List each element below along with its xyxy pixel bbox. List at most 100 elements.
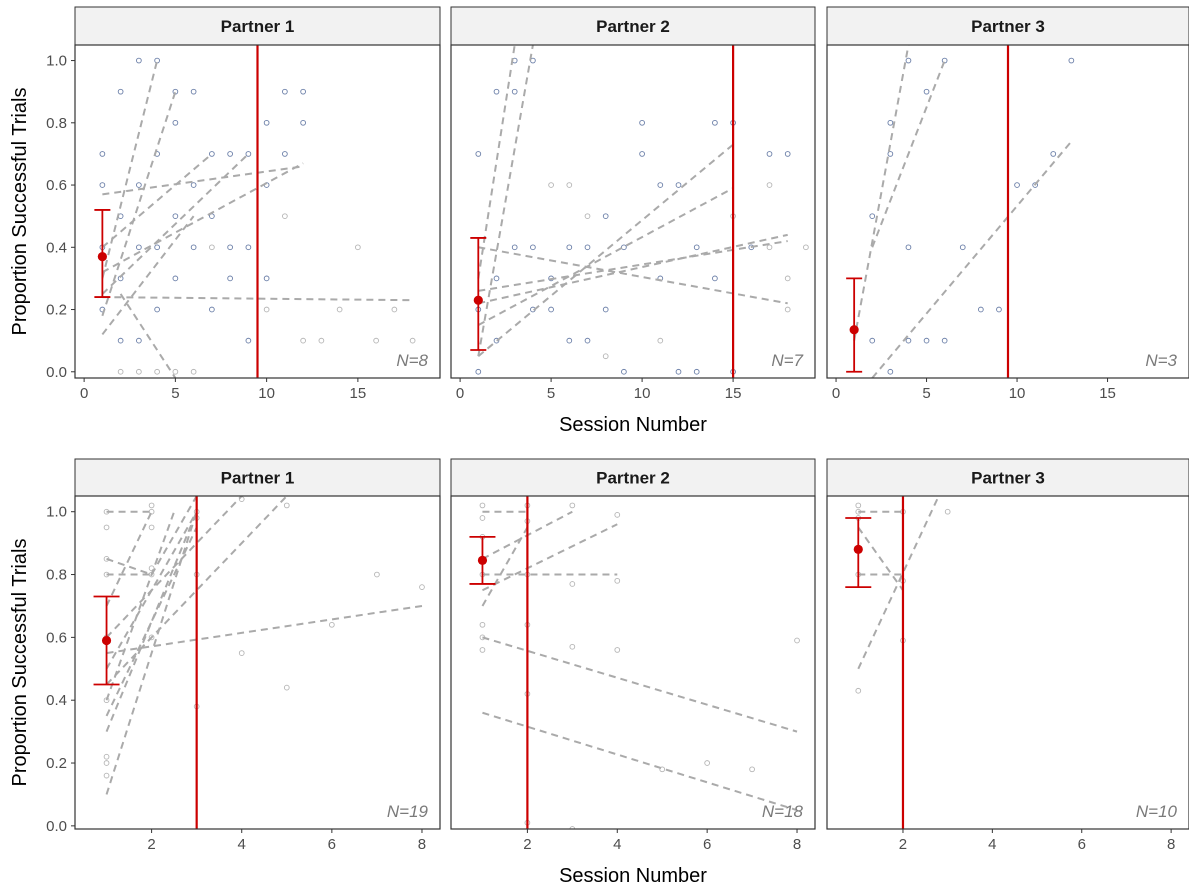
data-point xyxy=(103,524,110,531)
sample-size-label: N=7 xyxy=(771,351,803,370)
data-point xyxy=(784,275,791,282)
data-point xyxy=(117,88,124,95)
data-point xyxy=(803,244,809,251)
data-point xyxy=(530,244,536,251)
data-point xyxy=(282,151,288,157)
data-point xyxy=(148,634,155,641)
data-point xyxy=(172,368,179,375)
data-point xyxy=(336,306,343,313)
data-point xyxy=(374,571,380,578)
plot-layer xyxy=(94,45,416,378)
data-point xyxy=(675,368,682,375)
data-point xyxy=(566,244,573,251)
x-tick-label: 10 xyxy=(634,385,651,402)
trend-line xyxy=(102,165,304,196)
data-point xyxy=(1014,182,1020,188)
panel-1-3: Partner 3 N=3 0 5 10 15 xyxy=(826,6,1189,402)
x-tick-label: 4 xyxy=(988,836,996,853)
x-tick-label: 6 xyxy=(703,836,711,853)
mean-point xyxy=(101,635,112,646)
data-point xyxy=(639,119,645,126)
mean-point xyxy=(473,295,483,305)
x-tick-label: 0 xyxy=(456,385,464,402)
trend-line xyxy=(871,140,1073,378)
data-point xyxy=(1068,57,1075,64)
data-point xyxy=(712,119,718,126)
data-point xyxy=(693,368,700,375)
plot-layer xyxy=(846,45,1075,378)
panel-2-2: Partner 2 N=18 2 4 6 8 xyxy=(450,458,816,853)
data-point xyxy=(263,306,270,313)
trend-line xyxy=(105,526,198,717)
data-point xyxy=(887,119,894,126)
data-point xyxy=(136,337,142,344)
data-point xyxy=(584,337,591,344)
data-point xyxy=(977,306,984,313)
data-point xyxy=(190,368,197,375)
sample-size-label: N=19 xyxy=(387,802,429,821)
data-point xyxy=(300,88,306,95)
mean-point xyxy=(477,555,488,566)
data-point xyxy=(373,337,379,344)
data-point xyxy=(602,306,609,313)
x-tick-label: 2 xyxy=(899,836,907,853)
data-point xyxy=(479,502,486,509)
y-tick-label: 0.6 xyxy=(46,629,67,646)
data-point xyxy=(263,275,270,282)
plot-background xyxy=(827,496,1189,829)
sample-size-label: N=18 xyxy=(762,802,804,821)
data-point xyxy=(887,368,894,375)
data-point xyxy=(614,577,621,584)
data-point xyxy=(329,621,335,628)
data-point xyxy=(855,502,862,509)
data-point xyxy=(136,182,142,188)
data-point xyxy=(154,368,160,375)
y-tick-label: 0.2 xyxy=(46,755,67,772)
data-point xyxy=(905,57,912,64)
mean-point xyxy=(97,252,107,262)
trend-line xyxy=(477,45,516,279)
sample-size-label: N=8 xyxy=(396,351,428,370)
data-point xyxy=(245,337,252,344)
data-point xyxy=(784,306,791,313)
data-point xyxy=(103,772,110,779)
data-point xyxy=(766,151,773,157)
chart-row-2: Partner 1N=192 4 6 80.00.20.40.60.81.0Partn… xyxy=(9,458,1189,885)
data-point xyxy=(996,306,1002,313)
data-point xyxy=(419,584,425,590)
x-tick-label: 5 xyxy=(547,385,555,402)
panel-2-1: Partner 1 N=19 2 4 6 8 0.0 0.2 0.4 0.6 0.8 1.0 xyxy=(46,458,441,853)
data-point xyxy=(569,643,576,650)
facet-title: Partner 3 xyxy=(971,17,1045,36)
data-point xyxy=(148,502,155,509)
x-tick-label: 15 xyxy=(350,385,367,402)
data-point xyxy=(569,581,576,587)
facet-strip xyxy=(826,458,1189,497)
x-tick-label: 4 xyxy=(613,836,621,853)
data-point xyxy=(566,182,573,188)
y-tick-label: 0.6 xyxy=(46,177,67,194)
data-point xyxy=(154,244,160,251)
data-point xyxy=(959,244,966,251)
data-point xyxy=(282,88,288,95)
data-point xyxy=(944,508,951,515)
data-point xyxy=(855,687,862,694)
data-point xyxy=(639,151,645,157)
data-point xyxy=(190,182,197,188)
x-tick-label: 10 xyxy=(1009,385,1026,402)
y-tick-label: 1.0 xyxy=(46,504,67,521)
plot-layer xyxy=(470,45,809,378)
panel-1-2: Partner 2 N=7 0 5 10 15 xyxy=(450,6,816,402)
y-tick-label: 0.4 xyxy=(46,239,67,256)
data-point xyxy=(172,275,179,282)
y-axis-title: Proportion Successful Trials xyxy=(9,539,31,787)
facet-title: Partner 1 xyxy=(221,469,295,488)
data-point xyxy=(621,368,627,375)
data-point xyxy=(614,647,621,653)
x-axis-title: Session Number xyxy=(559,414,707,436)
plot-background xyxy=(451,45,815,378)
data-point xyxy=(584,213,591,220)
trend-line xyxy=(105,496,243,639)
data-point xyxy=(584,244,591,251)
data-point xyxy=(227,151,233,157)
